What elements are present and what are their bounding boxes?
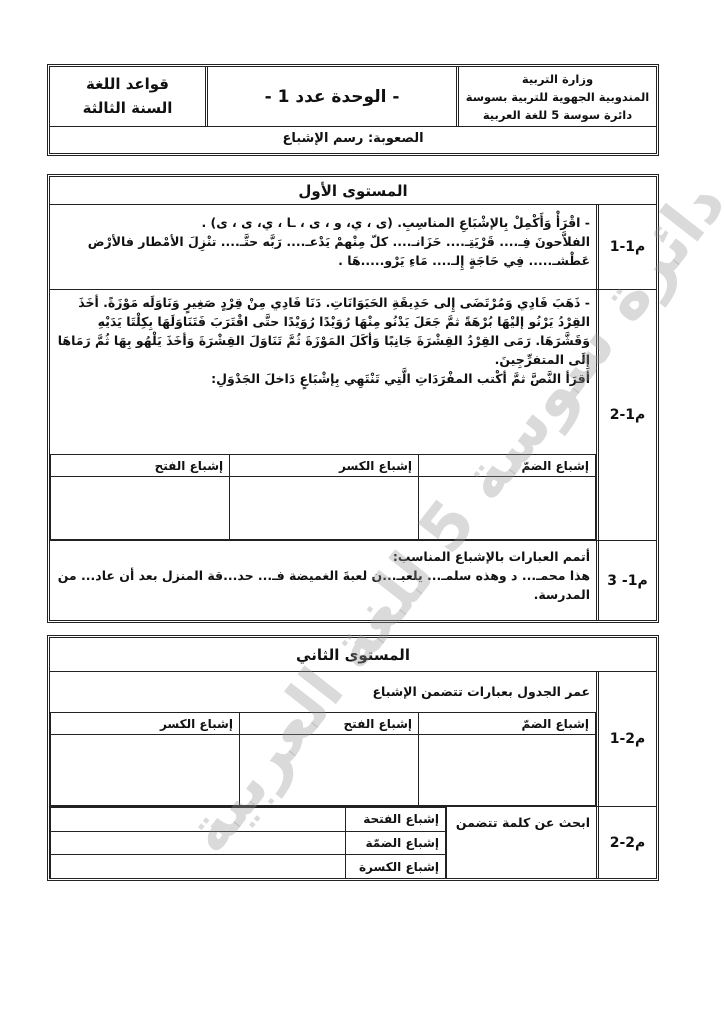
instruction: أقرَأ النَّصَّ ثمَّ أكْتب المفْرَدَاتِ ا…	[211, 371, 590, 386]
difficulty: الصعوبة: رسم الإشباع	[282, 131, 424, 146]
column-header: إشباع الفتح	[238, 712, 420, 735]
column-header: إشباع الكسر	[229, 454, 420, 477]
row-label: إشباع الضمّة	[345, 830, 446, 856]
column-header: إشباع الفتح	[49, 454, 231, 477]
answer-cell[interactable]	[229, 476, 420, 540]
exercise-label: م1-2	[596, 290, 656, 540]
header-table: وزارة التربية المندوبية الجهوية للتربية …	[47, 64, 659, 156]
ministry-block: وزارة التربية المندوبية الجهوية للتربية …	[456, 67, 656, 126]
exercise-label: م2-2	[596, 807, 656, 878]
exercise-1-3: أتمم العبارات بالإشباع المناسب: هذا محمـ…	[50, 541, 596, 620]
exercise-1-2: - ذَهَبَ فَادِي وَمُرْتَضَى إِلى حَدِيقَ…	[50, 290, 596, 454]
exercise-1-1: - اقْرَأْ وَأَكْمِلْ بِالإشْبَاعِ المناس…	[50, 205, 596, 289]
column-header: إشباع الكسر	[50, 712, 240, 735]
answer-cell[interactable]	[418, 734, 596, 806]
exercise-label: م1- 3	[596, 541, 656, 620]
ministry: وزارة التربية	[521, 72, 594, 86]
exercise-text: عَطْشـ..... فِي حَاجَةٍ إِلـ.... مَاءِ ي…	[338, 253, 590, 268]
answer-cell[interactable]	[418, 476, 596, 540]
column-header: إشباع الضمّ	[418, 454, 596, 477]
search-table: إشباع الفتحة إشباع الضمّة إشباع الكسرة	[50, 807, 446, 879]
instruction: ابحث عن كلمة تتضمن	[446, 807, 596, 878]
answer-cell[interactable]	[50, 854, 346, 879]
subject-block: قواعد اللغة السنة الثالثة	[50, 67, 205, 126]
unit-title: - الوحدة عدد 1 -	[205, 67, 456, 126]
answer-cell[interactable]	[50, 830, 346, 856]
answer-table: إشباع الضمّ إشباع الفتح إشباع الكسر	[50, 712, 596, 806]
row-label: إشباع الفتحة	[345, 807, 446, 832]
region: المندوبية الجهوية للتربية بسوسة	[465, 90, 650, 104]
passage: - ذَهَبَ فَادِي وَمُرْتَضَى إِلى حَدِيقَ…	[57, 295, 590, 367]
answer-table: إشباع الضمّ إشباع الكسر إشباع الفتح	[49, 454, 596, 540]
answer-cell[interactable]	[50, 734, 240, 806]
subject: قواعد اللغة	[86, 75, 169, 93]
level1-title: المستوى الأول	[50, 177, 656, 205]
exercise-text: الفلاَّحونَ فِـ.... قَرْيَتِـ.... حَزَان…	[87, 234, 590, 249]
exercise-label: م2-1	[596, 672, 656, 806]
level2-section: المستوى الثاني م2-1 عمر الجدول بعبارات ت…	[47, 635, 659, 881]
circle: دائرة سوسة 5 للغة العربية	[482, 108, 633, 122]
answer-cell[interactable]	[50, 807, 346, 832]
row-label: إشباع الكسرة	[345, 854, 446, 879]
instruction: عمر الجدول بعبارات تتضمن الإشباع	[372, 684, 590, 699]
answer-cell[interactable]	[238, 734, 420, 806]
instruction: أتمم العبارات بالإشباع المناسب:	[392, 549, 590, 564]
instruction: - اقْرَأْ وَأَكْمِلْ بِالإشْبَاعِ المناس…	[201, 215, 590, 230]
column-header: إشباع الضمّ	[418, 712, 596, 735]
exercise-label: م1-1	[596, 205, 656, 289]
level1-section: المستوى الأول م1-1 - اقْرَأْ وَأَكْمِلْ …	[47, 174, 659, 623]
level2-title: المستوى الثاني	[50, 638, 656, 672]
grade: السنة الثالثة	[82, 99, 173, 117]
exercise-text: هذا محمـ... د وهذه سلمـ... يلعبـ...ن لعب…	[57, 568, 590, 602]
answer-cell[interactable]	[49, 476, 231, 540]
